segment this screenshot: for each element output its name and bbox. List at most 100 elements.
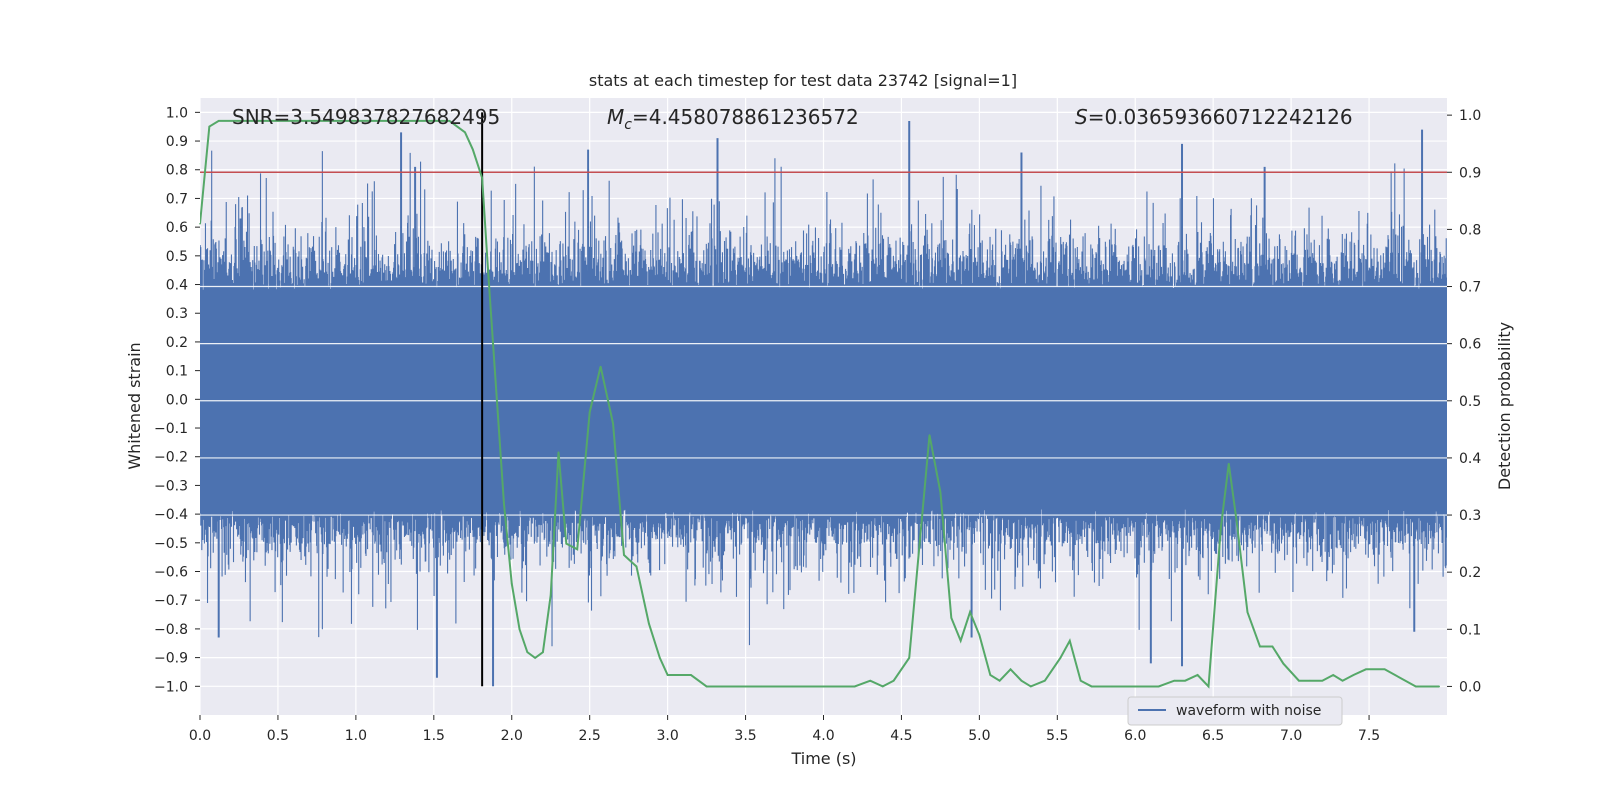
detection-probability-point	[1259, 645, 1261, 648]
detection-probability-point	[1111, 685, 1113, 688]
detection-probability-point	[989, 674, 992, 676]
detection-probability-points	[199, 120, 1441, 688]
left-y-tick-label: −0.3	[154, 478, 188, 494]
left-y-tick-label: 0.4	[166, 278, 188, 294]
detection-probability-point	[705, 685, 708, 688]
detection-probability-point	[1207, 685, 1210, 688]
left-y-tick-label: 0.9	[166, 134, 188, 150]
left-y-axis-label: Whitened strain	[125, 342, 144, 469]
x-axis-label: Time (s)	[790, 749, 856, 768]
left-y-tick-label: −0.8	[154, 622, 188, 638]
detection-probability-point	[277, 120, 279, 122]
detection-probability-point	[1009, 668, 1012, 671]
detection-probability-point	[721, 685, 723, 688]
left-y-tick-label: −0.5	[154, 536, 188, 552]
detection-probability-point	[433, 120, 435, 122]
left-y-tick-label: 0.5	[166, 249, 188, 265]
x-axis-ticks: 0.0 0.5 1.0 1.5 2.0 2.5 3.0 3.5 4.0 4.5 5.0 5.5 6.0 6…	[189, 715, 1380, 744]
waveform-with-noise-series	[200, 120, 1447, 687]
detection-probability-point	[939, 491, 942, 493]
detection-probability-point	[1134, 685, 1137, 688]
detection-probability-point	[401, 120, 404, 122]
left-y-tick-label: 0.7	[166, 191, 188, 207]
detection-probability-point	[1157, 685, 1160, 688]
detection-probability-point	[1079, 679, 1082, 682]
left-y-axis-ticks: 1.0 0.9 0.8 0.7 0.6 0.5 0.4 0.3 0.2 0.1 0.0 −0.1 −0.…	[154, 105, 200, 695]
left-y-tick-label: 0.2	[166, 335, 188, 351]
detection-probability-point	[881, 685, 884, 688]
detection-probability-point	[1352, 674, 1355, 676]
left-y-tick-label: −0.6	[154, 565, 188, 581]
left-y-tick-label: −0.4	[154, 507, 188, 523]
x-tick-label: 6.0	[1124, 728, 1146, 744]
detection-probability-point	[1173, 679, 1176, 682]
s-value: =0.036593660712242126	[1088, 105, 1353, 129]
detection-probability-point	[370, 120, 373, 122]
detection-probability-point	[998, 679, 1001, 682]
detection-probability-point	[822, 685, 825, 688]
detection-probability-point	[292, 120, 295, 122]
detection-probability-point	[623, 554, 625, 556]
left-y-tick-label: −0.9	[154, 651, 188, 667]
detection-probability-point	[549, 594, 552, 596]
detection-probability-point	[950, 617, 953, 619]
detection-probability-point	[736, 685, 739, 688]
detection-probability-point	[217, 120, 220, 122]
detection-probability-point	[308, 120, 310, 122]
detection-probability-point	[1090, 685, 1093, 688]
detection-probability-point	[245, 120, 248, 122]
left-y-tick-label: 0.1	[166, 364, 188, 380]
chirp-mass-value: =4.458078861236572	[632, 105, 859, 129]
detection-probability-point	[565, 542, 568, 545]
x-tick-label: 0.0	[189, 728, 211, 744]
detection-probability-point	[534, 657, 536, 659]
right-y-tick-label: 0.7	[1459, 280, 1481, 296]
left-y-tick-label: −0.2	[154, 450, 188, 466]
x-tick-label: 3.0	[656, 728, 678, 744]
x-tick-label: 2.5	[579, 728, 601, 744]
left-y-tick-label: −1.0	[154, 679, 188, 695]
right-y-axis-ticks: 1.0 0.9 0.8 0.7 0.6 0.5 0.4 0.3 0.2 0.1 0.0	[1447, 108, 1481, 695]
x-tick-label: 5.5	[1046, 728, 1068, 744]
s-symbol: S	[1075, 105, 1088, 129]
detection-probability-point	[417, 120, 420, 122]
detection-probability-point	[471, 148, 474, 151]
detection-probability-point	[1068, 639, 1071, 642]
snr-annotation: SNR=3.549837827682495	[232, 105, 500, 129]
detection-probability-point	[690, 674, 692, 676]
detection-probability-point	[1030, 685, 1032, 688]
detection-probability-point	[456, 125, 458, 128]
right-y-tick-label: 1.0	[1459, 108, 1481, 124]
x-tick-label: 1.0	[345, 728, 367, 744]
x-tick-label: 4.0	[812, 728, 834, 744]
detection-probability-point	[1282, 662, 1285, 665]
right-y-tick-label: 0.4	[1459, 451, 1481, 467]
detection-probability-line	[200, 119, 1440, 689]
x-tick-label: 1.5	[423, 728, 445, 744]
chirp-mass-annotation: Mc=4.458078861236572	[607, 105, 859, 133]
right-y-tick-label: 0.0	[1459, 679, 1481, 695]
detection-probability-point	[518, 628, 521, 631]
detection-probability-point	[1220, 525, 1222, 528]
x-tick-label: 7.5	[1358, 728, 1380, 744]
right-y-tick-label: 0.5	[1459, 394, 1481, 410]
detection-probability-point	[576, 548, 579, 551]
detection-probability-point	[892, 679, 895, 682]
left-y-tick-label: 0.3	[166, 306, 188, 322]
detection-probability-point	[588, 411, 591, 414]
detection-probability-point	[1298, 679, 1300, 682]
detection-probability-point	[969, 611, 971, 613]
detection-probability-point	[1184, 679, 1186, 682]
detection-probability-point	[510, 582, 513, 585]
detection-probability-point	[487, 274, 490, 276]
detection-probability-point	[1271, 645, 1274, 648]
left-y-tick-label: 0.8	[166, 163, 188, 179]
detection-probability-point	[978, 634, 981, 636]
detection-probability-point	[919, 537, 921, 539]
detection-probability-point	[853, 685, 856, 688]
detection-probability-point	[659, 657, 661, 659]
detection-probability-point	[355, 120, 357, 122]
right-axis-gridlines	[200, 285, 1447, 516]
detection-probability-point	[635, 565, 638, 568]
detection-probability-point	[481, 177, 483, 179]
